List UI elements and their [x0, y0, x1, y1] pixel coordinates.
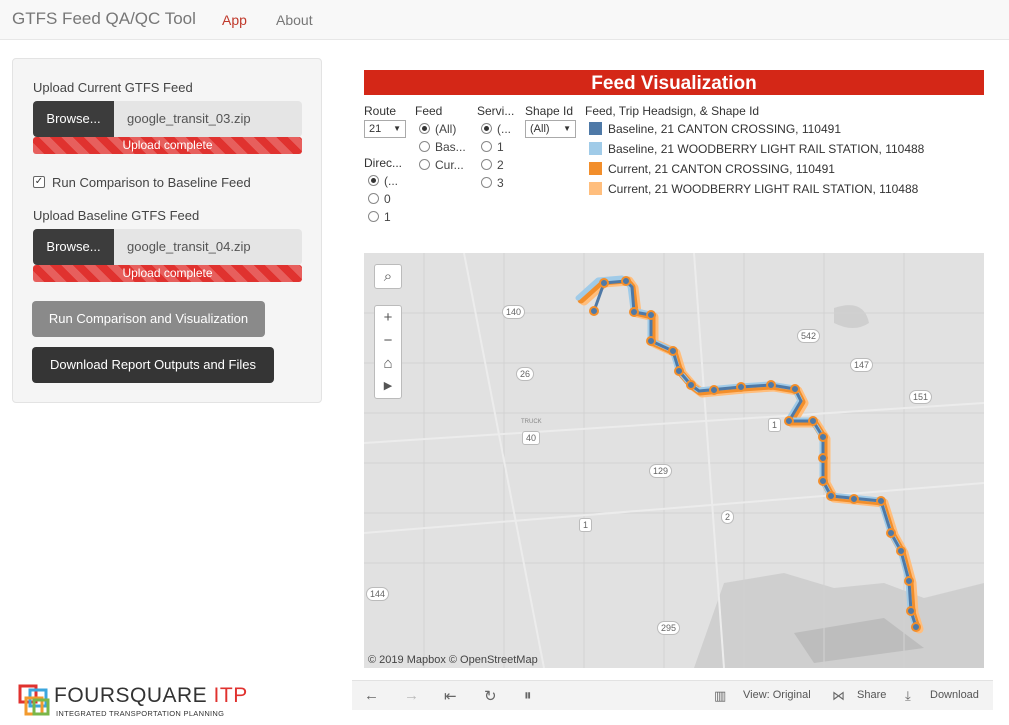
legend-swatch: [589, 162, 602, 175]
highway-shield: 151: [909, 390, 933, 404]
service-option-all[interactable]: (...: [481, 122, 511, 136]
highway-shield: 542: [797, 329, 821, 343]
map-canvas: [364, 253, 984, 668]
baseline-browse-button[interactable]: Browse...: [33, 229, 114, 265]
logo-tagline: INTEGRATED TRANSPORTATION PLANNING: [56, 709, 225, 718]
refresh-icon[interactable]: ↻: [484, 688, 497, 705]
service-option-2[interactable]: 2: [481, 158, 504, 172]
feed-filter-label: Feed: [415, 104, 443, 118]
highway-shield: 129: [649, 464, 673, 478]
highway-shield: 147: [850, 358, 874, 372]
service-option-1[interactable]: 1: [481, 140, 504, 154]
search-icon[interactable]: ⌕: [383, 268, 393, 285]
current-browse-button[interactable]: Browse...: [33, 101, 114, 137]
top-navbar: GTFS Feed QA/QC Tool App About: [0, 0, 1009, 40]
compare-checkbox-label[interactable]: Run Comparison to Baseline Feed: [52, 175, 251, 190]
direction-option-1[interactable]: 1: [368, 210, 391, 224]
legend-title: Feed, Trip Headsign, & Shape Id: [585, 104, 760, 118]
tab-app[interactable]: App: [222, 12, 247, 28]
direction-option-0[interactable]: 0: [368, 192, 391, 206]
service-option-3[interactable]: 3: [481, 176, 504, 190]
download-icon[interactable]: ⤓: [905, 688, 911, 703]
baseline-file-name: google_transit_04.zip: [114, 229, 302, 265]
share-icon[interactable]: ⋈: [832, 688, 845, 703]
shape-filter-label: Shape Id: [525, 104, 574, 118]
highway-shield: 144: [366, 587, 390, 601]
viz-toolbar: ← → ⇤ ↻ ⏸ ▥ View: Original ⋈ Share ⤓ Dow…: [352, 680, 993, 710]
direction-filter-label: Direc...: [364, 156, 403, 170]
service-filter-label: Servi...: [477, 104, 515, 118]
app-brand[interactable]: GTFS Feed QA/QC Tool: [12, 9, 196, 28]
baseline-feed-label: Upload Baseline GTFS Feed: [33, 208, 200, 223]
highway-shield: 40: [522, 431, 541, 445]
chevron-down-icon: ▼: [563, 124, 571, 133]
undo-icon[interactable]: ←: [364, 687, 379, 704]
view-original-button[interactable]: View: Original: [743, 689, 811, 701]
legend-item[interactable]: Current, 21 WOODBERRY LIGHT RAIL STATION…: [589, 182, 918, 196]
highway-shield: 1: [579, 518, 593, 532]
truck-label: TRUCK: [521, 419, 542, 425]
map-search-control[interactable]: ⌕: [374, 264, 402, 289]
current-file-name: google_transit_03.zip: [114, 101, 302, 137]
map-zoom-controls: + − ⌂ ▶: [374, 305, 402, 399]
zoom-in-icon[interactable]: +: [383, 309, 393, 326]
download-report-button[interactable]: Download Report Outputs and Files: [32, 347, 274, 383]
viz-title: Feed Visualization: [364, 70, 984, 95]
home-icon[interactable]: ⌂: [383, 355, 393, 372]
share-button[interactable]: Share: [857, 689, 887, 701]
view-icon[interactable]: ▥: [714, 688, 727, 703]
sidebar-panel: Upload Current GTFS Feed Browse... googl…: [12, 58, 322, 403]
map-attribution[interactable]: © 2019 Mapbox © OpenStreetMap: [368, 654, 538, 666]
logo-mark-icon: [18, 684, 50, 716]
legend-item[interactable]: Baseline, 21 CANTON CROSSING, 110491: [589, 122, 841, 136]
feed-option-current[interactable]: Cur...: [419, 158, 464, 172]
compare-checkbox[interactable]: ✓: [33, 176, 45, 188]
chevron-down-icon: ▼: [393, 124, 401, 133]
legend-swatch: [589, 182, 602, 195]
play-icon[interactable]: ▶: [383, 380, 393, 392]
current-upload-progress: Upload complete: [33, 137, 302, 154]
logo-suffix: ITP: [213, 684, 248, 707]
download-button[interactable]: Download: [930, 689, 979, 701]
baseline-upload-progress: Upload complete: [33, 265, 302, 282]
highway-shield: 2: [721, 510, 735, 524]
run-comparison-button[interactable]: Run Comparison and Visualization: [32, 301, 265, 337]
feed-option-all[interactable]: (All): [419, 122, 456, 136]
foursquare-logo: FOURSQUARE ITP INTEGRATED TRANSPORTATION…: [18, 684, 268, 720]
zoom-out-icon[interactable]: −: [383, 332, 393, 349]
feed-option-baseline[interactable]: Bas...: [419, 140, 466, 154]
highway-shield: 140: [502, 305, 526, 319]
route-filter-label: Route: [364, 104, 397, 118]
logo-name: FOURSQUARE ITP: [54, 684, 248, 707]
current-feed-label: Upload Current GTFS Feed: [33, 80, 193, 95]
tab-about[interactable]: About: [276, 12, 313, 28]
shape-dropdown[interactable]: (All) ▼: [525, 120, 576, 138]
highway-shield: 295: [657, 621, 681, 635]
direction-option-all[interactable]: (...: [368, 174, 398, 188]
highway-shield: 1: [768, 418, 782, 432]
highway-shield: 26: [516, 367, 535, 381]
route-dropdown[interactable]: 21 ▼: [364, 120, 406, 138]
legend-swatch: [589, 122, 602, 135]
current-feed-file-input[interactable]: Browse... google_transit_03.zip: [33, 101, 302, 137]
revert-icon[interactable]: ⇤: [444, 688, 457, 705]
legend-item[interactable]: Baseline, 21 WOODBERRY LIGHT RAIL STATIO…: [589, 142, 924, 156]
baseline-feed-file-input[interactable]: Browse... google_transit_04.zip: [33, 229, 302, 265]
redo-icon[interactable]: →: [404, 687, 419, 704]
legend-item[interactable]: Current, 21 CANTON CROSSING, 110491: [589, 162, 835, 176]
route-map[interactable]: 140 542 26 147 151 1 40 TRUCK 129 1 2 14…: [364, 253, 984, 668]
legend-swatch: [589, 142, 602, 155]
pause-icon[interactable]: ⏸: [524, 687, 532, 704]
